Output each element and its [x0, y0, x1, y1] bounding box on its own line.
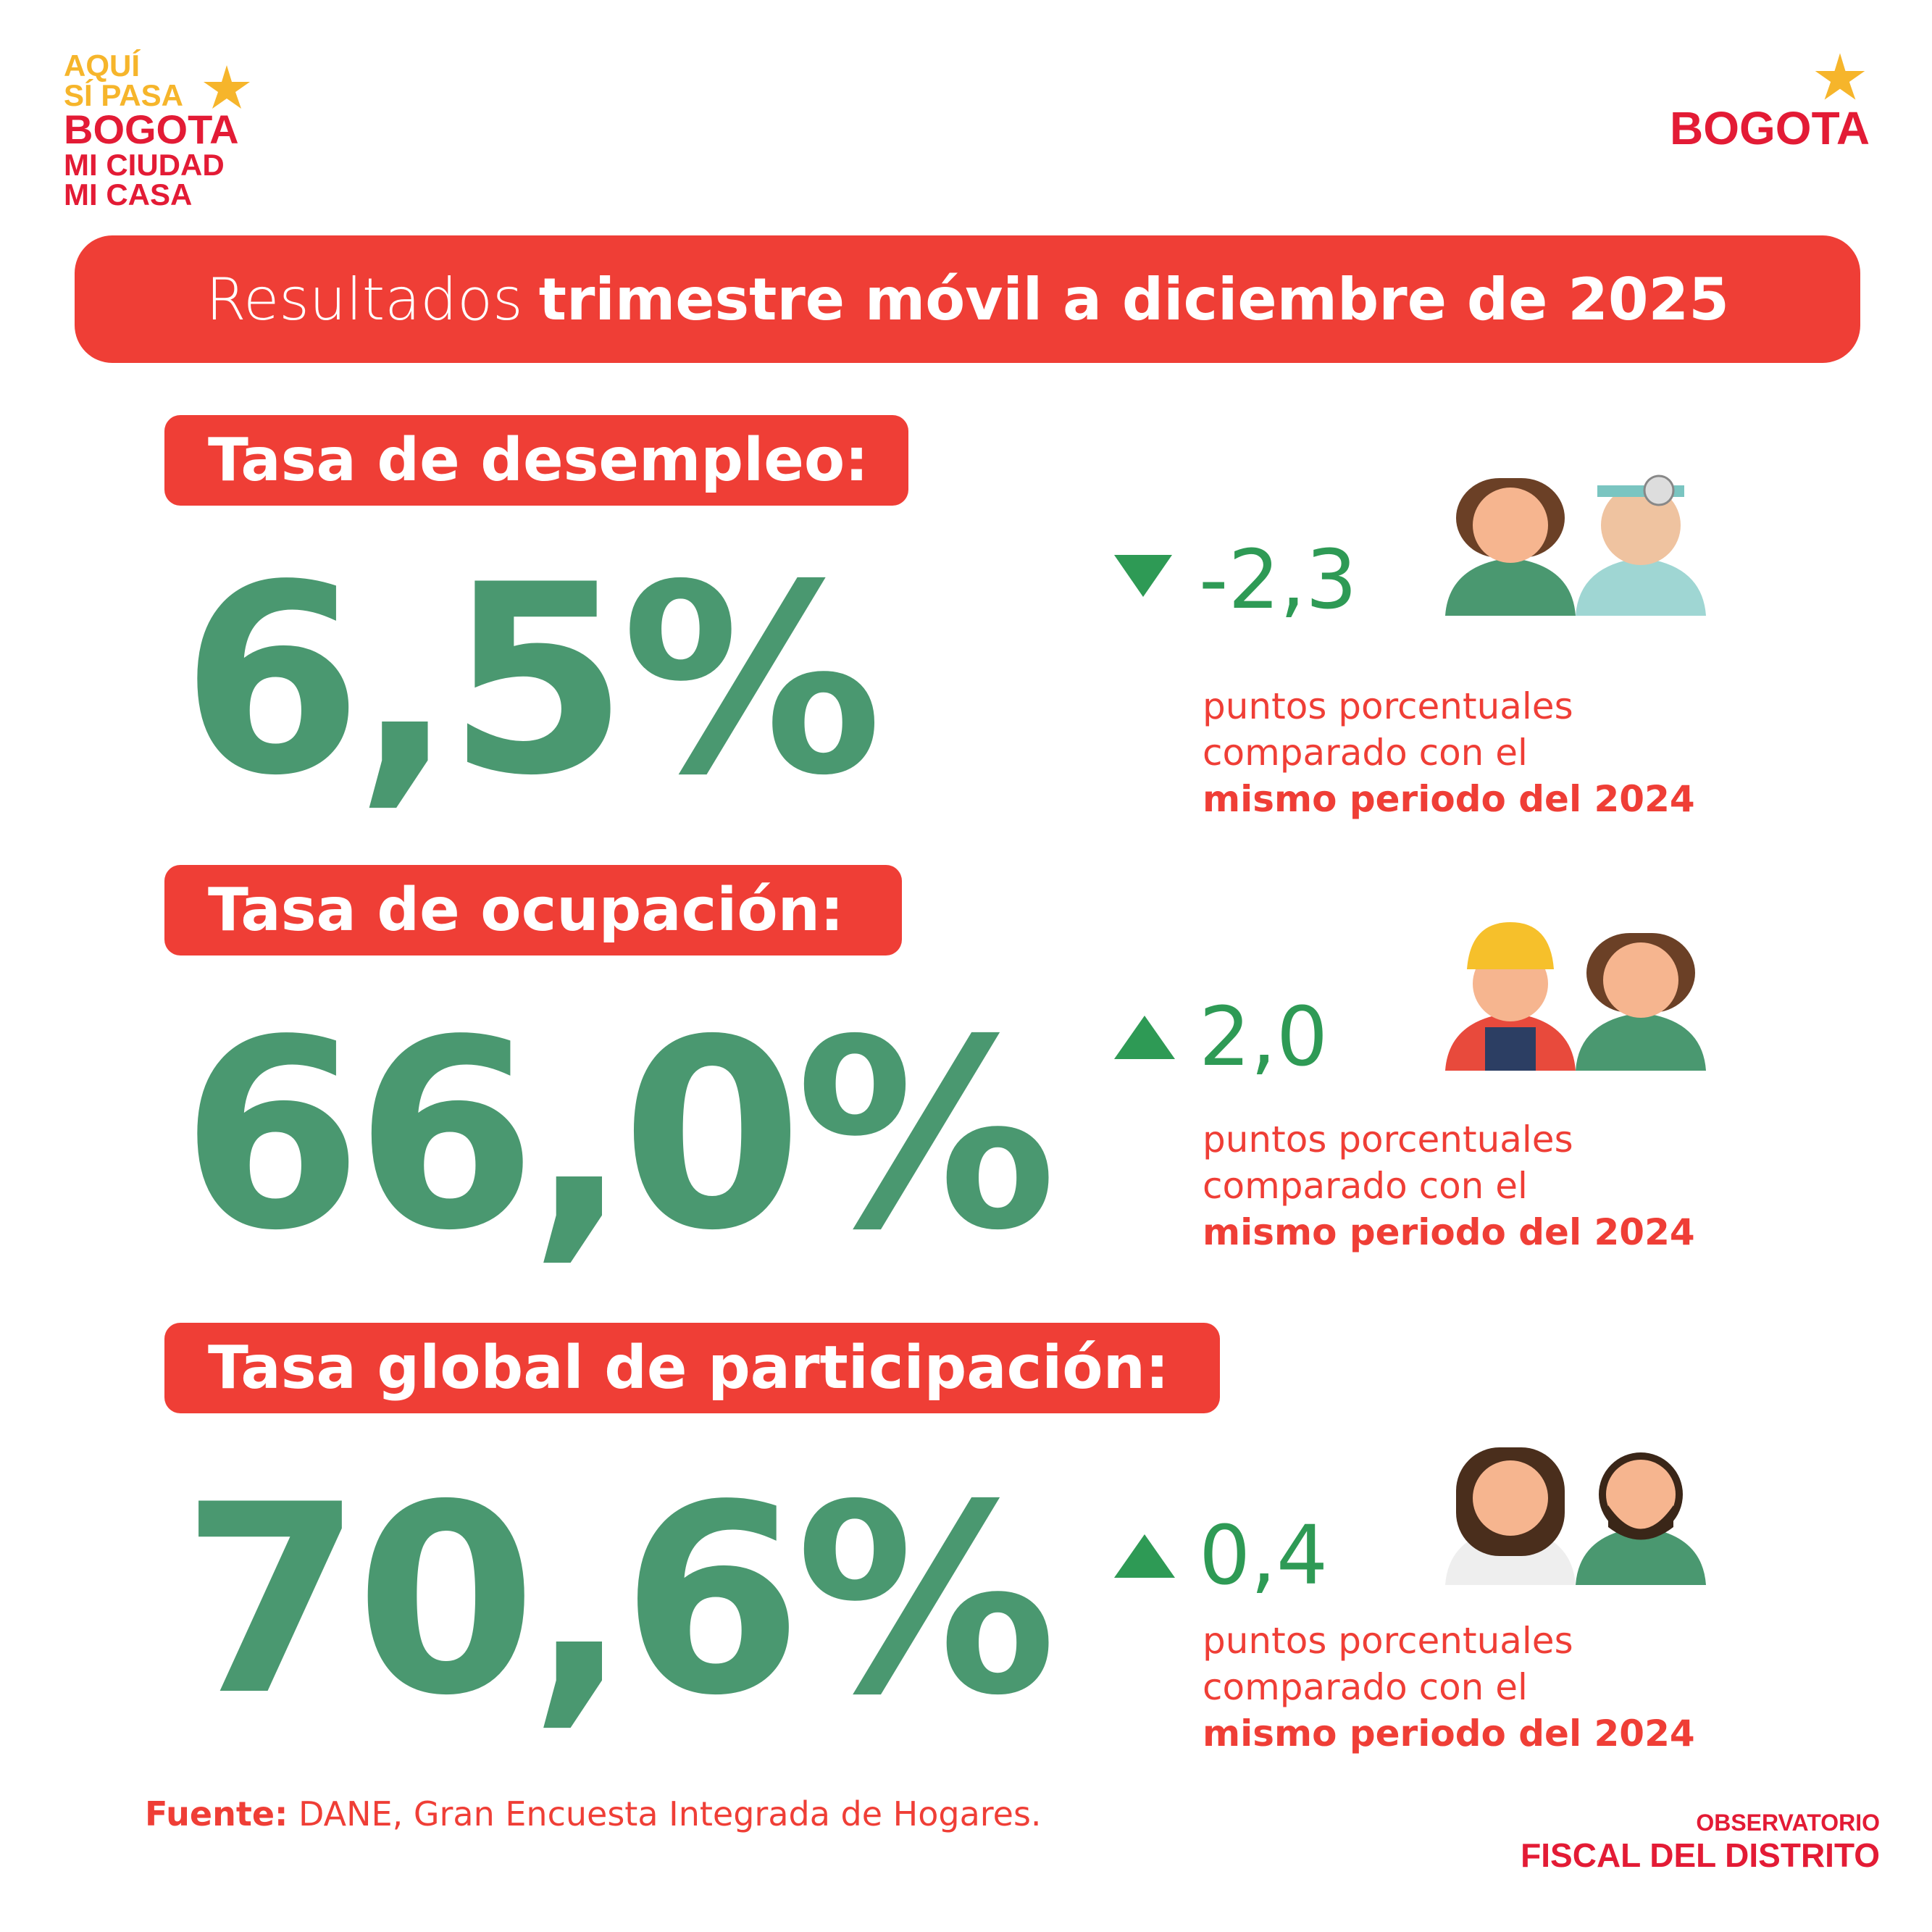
participation-note: puntos porcentuales comparado con el mis…: [1203, 1618, 1695, 1757]
note-line: puntos porcentuales: [1203, 1620, 1573, 1662]
workers-illustration-icon: [1445, 474, 1706, 616]
logo-line: SÍ PASA: [64, 78, 183, 113]
bogota-logo: BOGOTA: [1670, 49, 1887, 162]
logo-line: AQUÍ: [64, 49, 140, 83]
participation-delta: 0,4: [1199, 1509, 1329, 1603]
observatorio-line: OBSERVATORIO: [1696, 1810, 1880, 1836]
employment-note: puntos porcentuales comparado con el mis…: [1203, 1116, 1695, 1255]
employment-delta: 2,0: [1199, 990, 1329, 1084]
note-line: comparado con el: [1203, 732, 1528, 774]
star-icon: [1815, 53, 1865, 100]
note-line-bold: mismo periodo del 2024: [1203, 1713, 1695, 1755]
bogota-wordmark: BOGOTA: [1670, 102, 1870, 154]
source-text: DANE, Gran Encuesta Integrada de Hogares…: [298, 1794, 1042, 1833]
header-title-bold: trimestre móvil a diciembre de 2025: [538, 265, 1729, 333]
unemployment-value: 6,5%: [181, 529, 882, 832]
note-line-bold: mismo periodo del 2024: [1203, 778, 1695, 820]
unemployment-label: Tasa de desempleo:: [164, 415, 908, 506]
observatorio-logo: OBSERVATORIO FISCAL DEL DISTRITO: [1521, 1811, 1880, 1872]
arrow-up-icon: [1114, 1534, 1175, 1578]
logo-line: MI CASA: [64, 177, 193, 212]
participation-value: 70,6%: [181, 1449, 1057, 1752]
arrow-up-icon: [1114, 1016, 1175, 1059]
source-note: Fuente: DANE, Gran Encuesta Integrada de…: [145, 1794, 1042, 1833]
doctors-illustration-icon: [1445, 1447, 1706, 1585]
star-icon: [204, 65, 250, 109]
logo-line: MI CIUDAD: [64, 148, 225, 183]
employment-label: Tasa de ocupación:: [164, 865, 902, 955]
logo-line: BOGOTA: [64, 106, 239, 153]
aqui-si-pasa-logo: AQUÍ SÍ PASA BOGOTA MI CIUDAD MI CASA: [64, 49, 250, 212]
note-line-bold: mismo periodo del 2024: [1203, 1211, 1695, 1253]
note-line: puntos porcentuales: [1203, 685, 1573, 727]
unemployment-note: puntos porcentuales comparado con el mis…: [1203, 683, 1695, 822]
note-line: puntos porcentuales: [1203, 1118, 1573, 1161]
note-line: comparado con el: [1203, 1666, 1528, 1708]
workers-illustration-icon: [1445, 922, 1706, 1071]
source-label: Fuente:: [145, 1794, 288, 1833]
note-line: comparado con el: [1203, 1165, 1528, 1207]
header-banner: Resultados trimestre móvil a diciembre d…: [75, 235, 1860, 363]
header-title-light: Resultados: [206, 265, 523, 333]
fiscal-del-distrito-line: FISCAL DEL DISTRITO: [1521, 1836, 1880, 1874]
unemployment-delta: -2,3: [1199, 533, 1358, 627]
participation-label: Tasa global de participación:: [164, 1323, 1220, 1413]
employment-value: 66,0%: [181, 984, 1057, 1287]
arrow-down-icon: [1114, 555, 1172, 597]
